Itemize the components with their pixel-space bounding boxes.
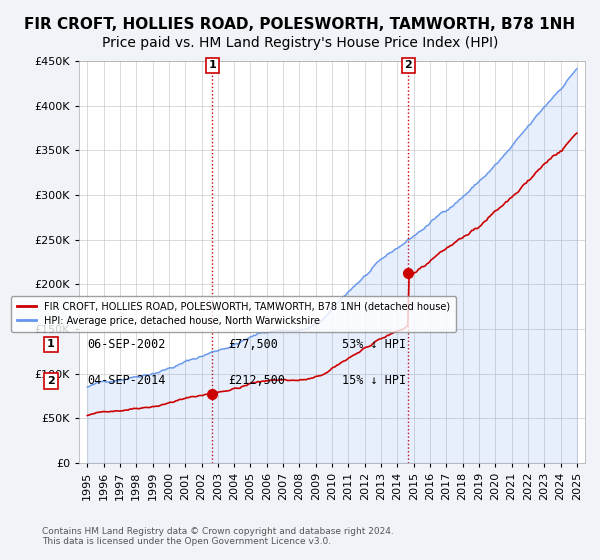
Text: £212,500: £212,500 <box>228 374 285 388</box>
Text: 1: 1 <box>209 60 217 71</box>
Text: 06-SEP-2002: 06-SEP-2002 <box>87 338 166 351</box>
Text: Contains HM Land Registry data © Crown copyright and database right 2024.
This d: Contains HM Land Registry data © Crown c… <box>42 526 394 546</box>
Legend: FIR CROFT, HOLLIES ROAD, POLESWORTH, TAMWORTH, B78 1NH (detached house), HPI: Av: FIR CROFT, HOLLIES ROAD, POLESWORTH, TAM… <box>11 296 456 332</box>
Text: Price paid vs. HM Land Registry's House Price Index (HPI): Price paid vs. HM Land Registry's House … <box>102 36 498 50</box>
Text: 1: 1 <box>47 339 55 349</box>
Text: 2: 2 <box>47 376 55 386</box>
Text: 53% ↓ HPI: 53% ↓ HPI <box>342 338 406 351</box>
Text: 15% ↓ HPI: 15% ↓ HPI <box>342 374 406 388</box>
Text: 2: 2 <box>404 60 412 71</box>
Text: 04-SEP-2014: 04-SEP-2014 <box>87 374 166 388</box>
Text: FIR CROFT, HOLLIES ROAD, POLESWORTH, TAMWORTH, B78 1NH: FIR CROFT, HOLLIES ROAD, POLESWORTH, TAM… <box>25 17 575 32</box>
Text: £77,500: £77,500 <box>228 338 278 351</box>
